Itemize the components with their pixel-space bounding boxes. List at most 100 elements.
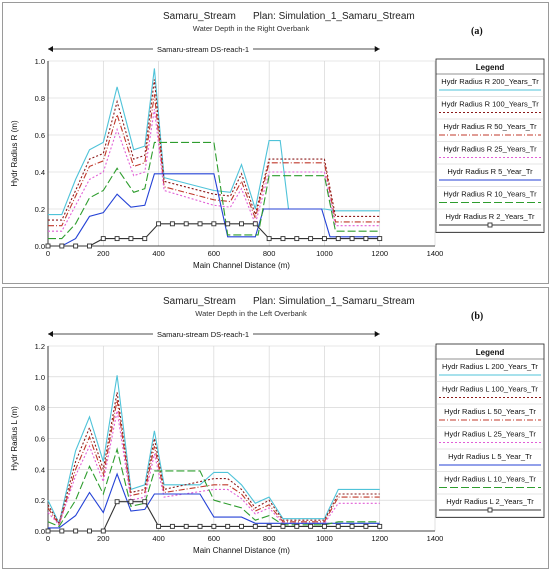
chart-b-series-point-6: [45, 528, 51, 534]
chart-a-series-point-6: [73, 243, 79, 249]
chart-b-y-tick-label: 0.8: [35, 404, 45, 413]
chart-a-series-point-6: [45, 243, 51, 249]
chart-b-series-point-6: [59, 528, 65, 534]
chart-a-legend-entry-0: Hydr Radius R 200_Years_Tr: [441, 77, 539, 86]
chart-a-series-point-6: [128, 236, 134, 242]
chart-b-x-tick-label: 800: [263, 534, 276, 543]
chart-b-legend-box: [435, 343, 545, 518]
chart-a-y-tick-label: 0.2: [35, 205, 45, 214]
chart-a-series-point-6: [87, 243, 92, 249]
chart-b-series-point-6: [280, 523, 286, 529]
chart-a-y-axis-label: Hydr Radius R (m): [10, 120, 19, 187]
chart-a-series-point-6: [100, 236, 106, 242]
chart-b-x-tick-label: 1000: [316, 534, 333, 543]
chart-a-reach-arrow-right: [374, 46, 380, 52]
chart-a-series-line-5: [48, 141, 380, 240]
chart-a-svg: Samaru_Stream Plan: Simulation_1_Samaru_S…: [10, 11, 545, 270]
chart-b-legend-entry-2: Hydr Radius L 50_Years_Tr: [444, 407, 536, 416]
chart-a-x-tick-label: 800: [263, 249, 276, 258]
chart-a-reach-label: Samaru-stream DS-reach-1: [157, 45, 249, 54]
chart-b-x-axis-label: Main Channel Distance (m): [193, 546, 290, 555]
chart-a-legend-entry-2: Hydr Radius R 50_Years_Tr: [443, 122, 537, 131]
chart-a-legend-entry-3: Hydr Radius R 25_Years_Tr: [443, 145, 537, 154]
chart-a-subtitle: Water Depth in the Right Overbank: [193, 24, 310, 33]
chart-b-series-point-6: [239, 523, 244, 529]
chart-b-series-line-4: [48, 472, 380, 529]
chart-a-y-tick-label: 0.4: [35, 168, 45, 177]
chart-a-x-tick-label: 400: [152, 249, 165, 258]
chart-a-reach-arrow-left: [48, 46, 53, 52]
chart-a-series-point-6: [59, 243, 65, 249]
chart-b-series-point-6: [308, 523, 314, 529]
chart-a-title-left: Samaru_Stream: [163, 11, 236, 22]
chart-b-series-point-6: [142, 499, 148, 505]
chart-a-series-point-6: [211, 221, 217, 227]
chart-b-panel-label: (b): [471, 311, 483, 322]
chart-b-series-point-6: [266, 523, 272, 529]
chart-b-legend-entry-4: Hydr Radius L 5_Year_Tr: [448, 452, 532, 461]
chart-b-title-right: Plan: Simulation_1_Samaru_Stream: [253, 296, 415, 307]
chart-b-series-point-6: [335, 523, 341, 529]
chart-a-series-point-6: [308, 236, 314, 242]
chart-b-series-point-6: [128, 499, 134, 505]
chart-b-series-point-6: [321, 523, 327, 529]
chart-b-series-point-6: [156, 523, 162, 529]
chart-a-series-line-4: [48, 173, 380, 247]
chart-b-x-tick-label: 200: [97, 534, 110, 543]
chart-a-panel-label: (a): [471, 26, 483, 37]
chart-b-series-point-6: [225, 523, 231, 529]
chart-b-legend-entry-6: Hydr Radius L 2_Years_Tr: [446, 497, 534, 506]
chart-a-series-point-6: [321, 236, 327, 242]
chart-a-y-tick-label: 1.0: [35, 57, 45, 66]
chart-b-x-tick-label: 600: [208, 534, 221, 543]
chart-a-series-point-6: [377, 236, 383, 242]
chart-b-series-point-6: [294, 523, 300, 529]
chart-a-series-point-6: [225, 221, 231, 227]
chart-a-series-line-3: [48, 109, 380, 232]
chart-a-series-line-0: [48, 68, 380, 216]
chart-a-series-point-6: [114, 236, 120, 242]
chart-b-subtitle: Water Depth in the Left Overbank: [195, 309, 307, 318]
chart-b-series-point-6: [197, 523, 203, 529]
chart-a-y-tick-label: 0.0: [35, 242, 45, 251]
chart-a-legend-entry-4: Hydr Radius R 5_Year_Tr: [447, 167, 533, 176]
chart-b-y-tick-label: 1.0: [35, 373, 45, 382]
chart-a-series-point-6: [239, 221, 244, 227]
chart-b-x-tick-label: 400: [152, 534, 165, 543]
chart-b-legend-entry-0: Hydr Radius L 200_Years_Tr: [442, 362, 538, 371]
chart-b-y-tick-label: 1.2: [35, 342, 45, 351]
chart-a-legend-box: [435, 58, 545, 233]
chart-b-x-tick-label: 0: [46, 534, 50, 543]
chart-b-series-point-6: [183, 523, 189, 529]
chart-a-series-line-2: [48, 94, 380, 227]
chart-a-series-point-6: [363, 236, 369, 242]
chart-a-legend-entry-1: Hydr Radius R 100_Years_Tr: [441, 100, 539, 109]
chart-a-x-tick-label: 1200: [371, 249, 388, 258]
chart-b-legend-entry-3: Hydr Radius L 25_Years_Tr: [444, 430, 536, 439]
chart-a-y-tick-label: 0.8: [35, 94, 45, 103]
chart-b-series-point-6: [349, 523, 355, 529]
chart-b-series-line-1: [47, 392, 380, 525]
chart-b-legend-marker-6: [487, 507, 493, 513]
chart-b-series-line-2: [47, 399, 380, 527]
chart-a-y-tick-label: 0.6: [35, 131, 45, 140]
chart-b-title-left: Samaru_Stream: [163, 296, 236, 307]
chart-a-x-tick-label: 1000: [316, 249, 333, 258]
chart-panel-a: Samaru_Stream Plan: Simulation_1_Samaru_S…: [2, 2, 549, 284]
chart-b-y-tick-label: 0.2: [35, 496, 45, 505]
chart-a-series-line-1: [48, 79, 380, 221]
chart-a-legend-title: Legend: [476, 63, 505, 72]
chart-b-series-point-6: [363, 523, 369, 529]
chart-a-series-point-6: [266, 236, 272, 242]
chart-a-series-point-6: [142, 236, 148, 242]
chart-a-legend-marker-6: [487, 222, 493, 228]
chart-b-y-tick-label: 0.6: [35, 435, 45, 444]
chart-a-series-point-6: [349, 236, 355, 242]
chart-b-x-tick-label: 1200: [371, 534, 388, 543]
chart-b-series-point-6: [377, 523, 383, 529]
chart-b-y-tick-label: 0.4: [35, 465, 45, 474]
chart-b-series-point-6: [252, 523, 258, 529]
chart-a-reach-label-bg: [153, 43, 253, 54]
chart-a-x-axis-label: Main Channel Distance (m): [193, 261, 290, 270]
chart-b-legend-title: Legend: [476, 348, 505, 357]
